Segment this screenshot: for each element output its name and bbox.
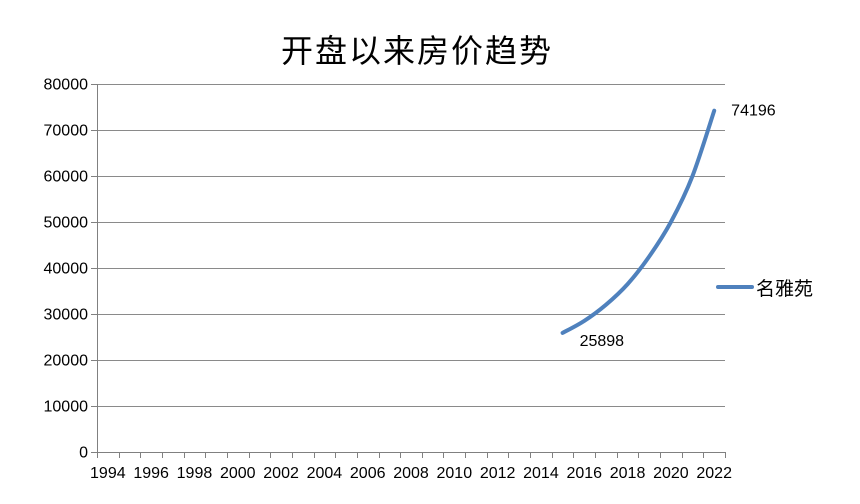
legend-line-icon	[716, 285, 754, 289]
legend: 名雅苑	[716, 276, 814, 300]
y-axis-tick-label: 40000	[44, 261, 89, 278]
x-axis-tick-label: 2022	[696, 465, 732, 482]
y-axis-tick-label: 20000	[44, 353, 89, 370]
x-axis-tick-label: 2020	[653, 465, 689, 482]
data-point-label: 25898	[580, 333, 625, 350]
x-axis-tick-label: 1996	[133, 465, 169, 482]
x-axis-tick-label: 2000	[220, 465, 256, 482]
data-point-label: 74196	[731, 103, 776, 120]
y-axis-tick-label: 60000	[44, 169, 89, 186]
x-axis-tick-label: 2014	[523, 465, 559, 482]
y-axis-tick-label: 80000	[44, 77, 89, 94]
x-axis-tick-label: 2016	[566, 465, 602, 482]
y-axis-tick-label: 70000	[44, 123, 89, 140]
x-axis-tick-label: 2008	[393, 465, 429, 482]
legend-series-label: 名雅苑	[756, 278, 814, 300]
y-axis-tick-label: 30000	[44, 307, 89, 324]
x-axis-tick-label: 1998	[177, 465, 213, 482]
y-axis-tick-label: 50000	[44, 215, 89, 232]
x-axis-tick-label: 2006	[350, 465, 386, 482]
x-axis-tick-label: 1994	[90, 465, 126, 482]
x-axis-tick-label: 2012	[480, 465, 516, 482]
y-axis-tick-label: 10000	[44, 399, 89, 416]
y-axis-tick-label: 0	[79, 445, 88, 462]
x-axis-tick-label: 2002	[263, 465, 299, 482]
chart-title: 开盘以来房价趋势	[280, 33, 554, 69]
x-axis-tick-label: 2018	[610, 465, 646, 482]
x-axis-tick-label: 2004	[307, 465, 343, 482]
price-curve	[560, 108, 717, 335]
x-axis-tick-label: 2010	[437, 465, 473, 482]
